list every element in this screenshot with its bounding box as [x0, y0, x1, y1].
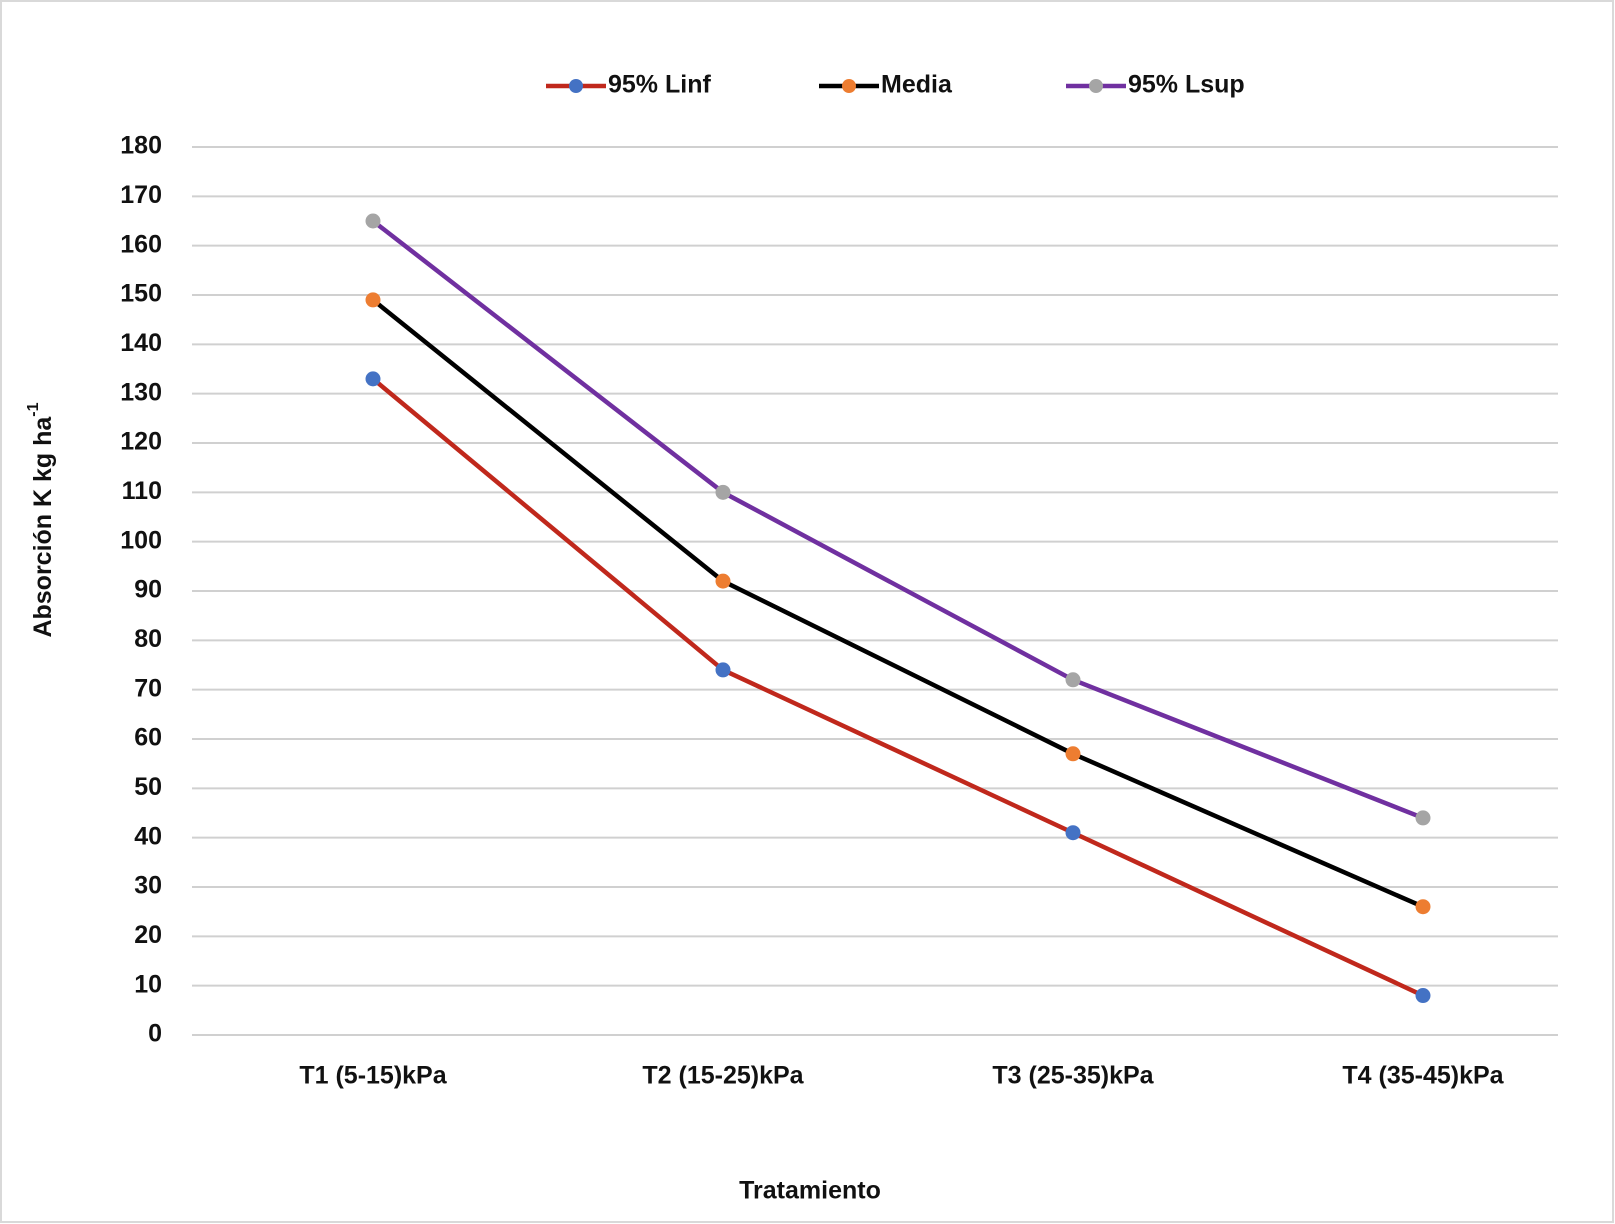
- x-tick-label: T2 (15-25)kPa: [642, 1062, 804, 1090]
- data-point: [1415, 810, 1431, 826]
- data-point: [1065, 746, 1081, 762]
- y-tick-label: 180: [120, 132, 162, 160]
- y-tick-label: 100: [120, 526, 162, 554]
- y-tick-label: 30: [134, 872, 162, 900]
- y-tick-label: 20: [134, 921, 162, 949]
- data-point: [1065, 672, 1081, 688]
- y-tick-label: 50: [134, 773, 162, 801]
- series-line: [371, 298, 1424, 909]
- legend-label: 95% Linf: [608, 71, 711, 99]
- y-tick-label: 90: [134, 576, 162, 604]
- series-line: [371, 219, 1424, 821]
- y-tick-label: 120: [120, 428, 162, 456]
- legend-marker: [1089, 79, 1103, 93]
- legend-marker: [569, 79, 583, 93]
- y-tick-label: 150: [120, 280, 162, 308]
- y-tick-label: 160: [120, 230, 162, 258]
- y-tick-label: 40: [134, 822, 162, 850]
- y-tick-label: 130: [120, 378, 162, 406]
- legend-label: 95% Lsup: [1128, 71, 1245, 99]
- y-axis-label-main: Absorción K kg ha: [29, 416, 57, 638]
- data-point: [715, 573, 731, 589]
- data-point: [365, 292, 381, 308]
- x-tick-label: T1 (5-15)kPa: [299, 1062, 447, 1090]
- y-tick-label: 60: [134, 724, 162, 752]
- legend-label: Media: [881, 71, 953, 99]
- data-point: [715, 484, 731, 500]
- data-point: [365, 213, 381, 229]
- y-tick-label: 110: [122, 477, 162, 505]
- legend-marker: [842, 79, 856, 93]
- x-axis-label: Tratamiento: [739, 1177, 881, 1205]
- x-tick-label: T3 (25-35)kPa: [992, 1062, 1154, 1090]
- y-axis-label-sup: -1: [25, 402, 42, 416]
- y-tick-label: 170: [120, 181, 162, 209]
- y-tick-label: 140: [120, 329, 162, 357]
- data-point: [715, 662, 731, 678]
- x-tick-label: T4 (35-45)kPa: [1342, 1062, 1504, 1090]
- y-tick-label: 70: [134, 674, 162, 702]
- data-point: [1415, 988, 1431, 1004]
- series-line: [371, 377, 1424, 998]
- y-tick-label: 80: [134, 625, 162, 653]
- y-axis-label: Absorción K kg ha-1: [25, 402, 56, 637]
- data-point: [365, 371, 381, 387]
- data-point: [1415, 899, 1431, 915]
- y-tick-label: 10: [134, 970, 162, 998]
- data-point: [1065, 825, 1081, 841]
- y-tick-label: 0: [148, 1020, 162, 1048]
